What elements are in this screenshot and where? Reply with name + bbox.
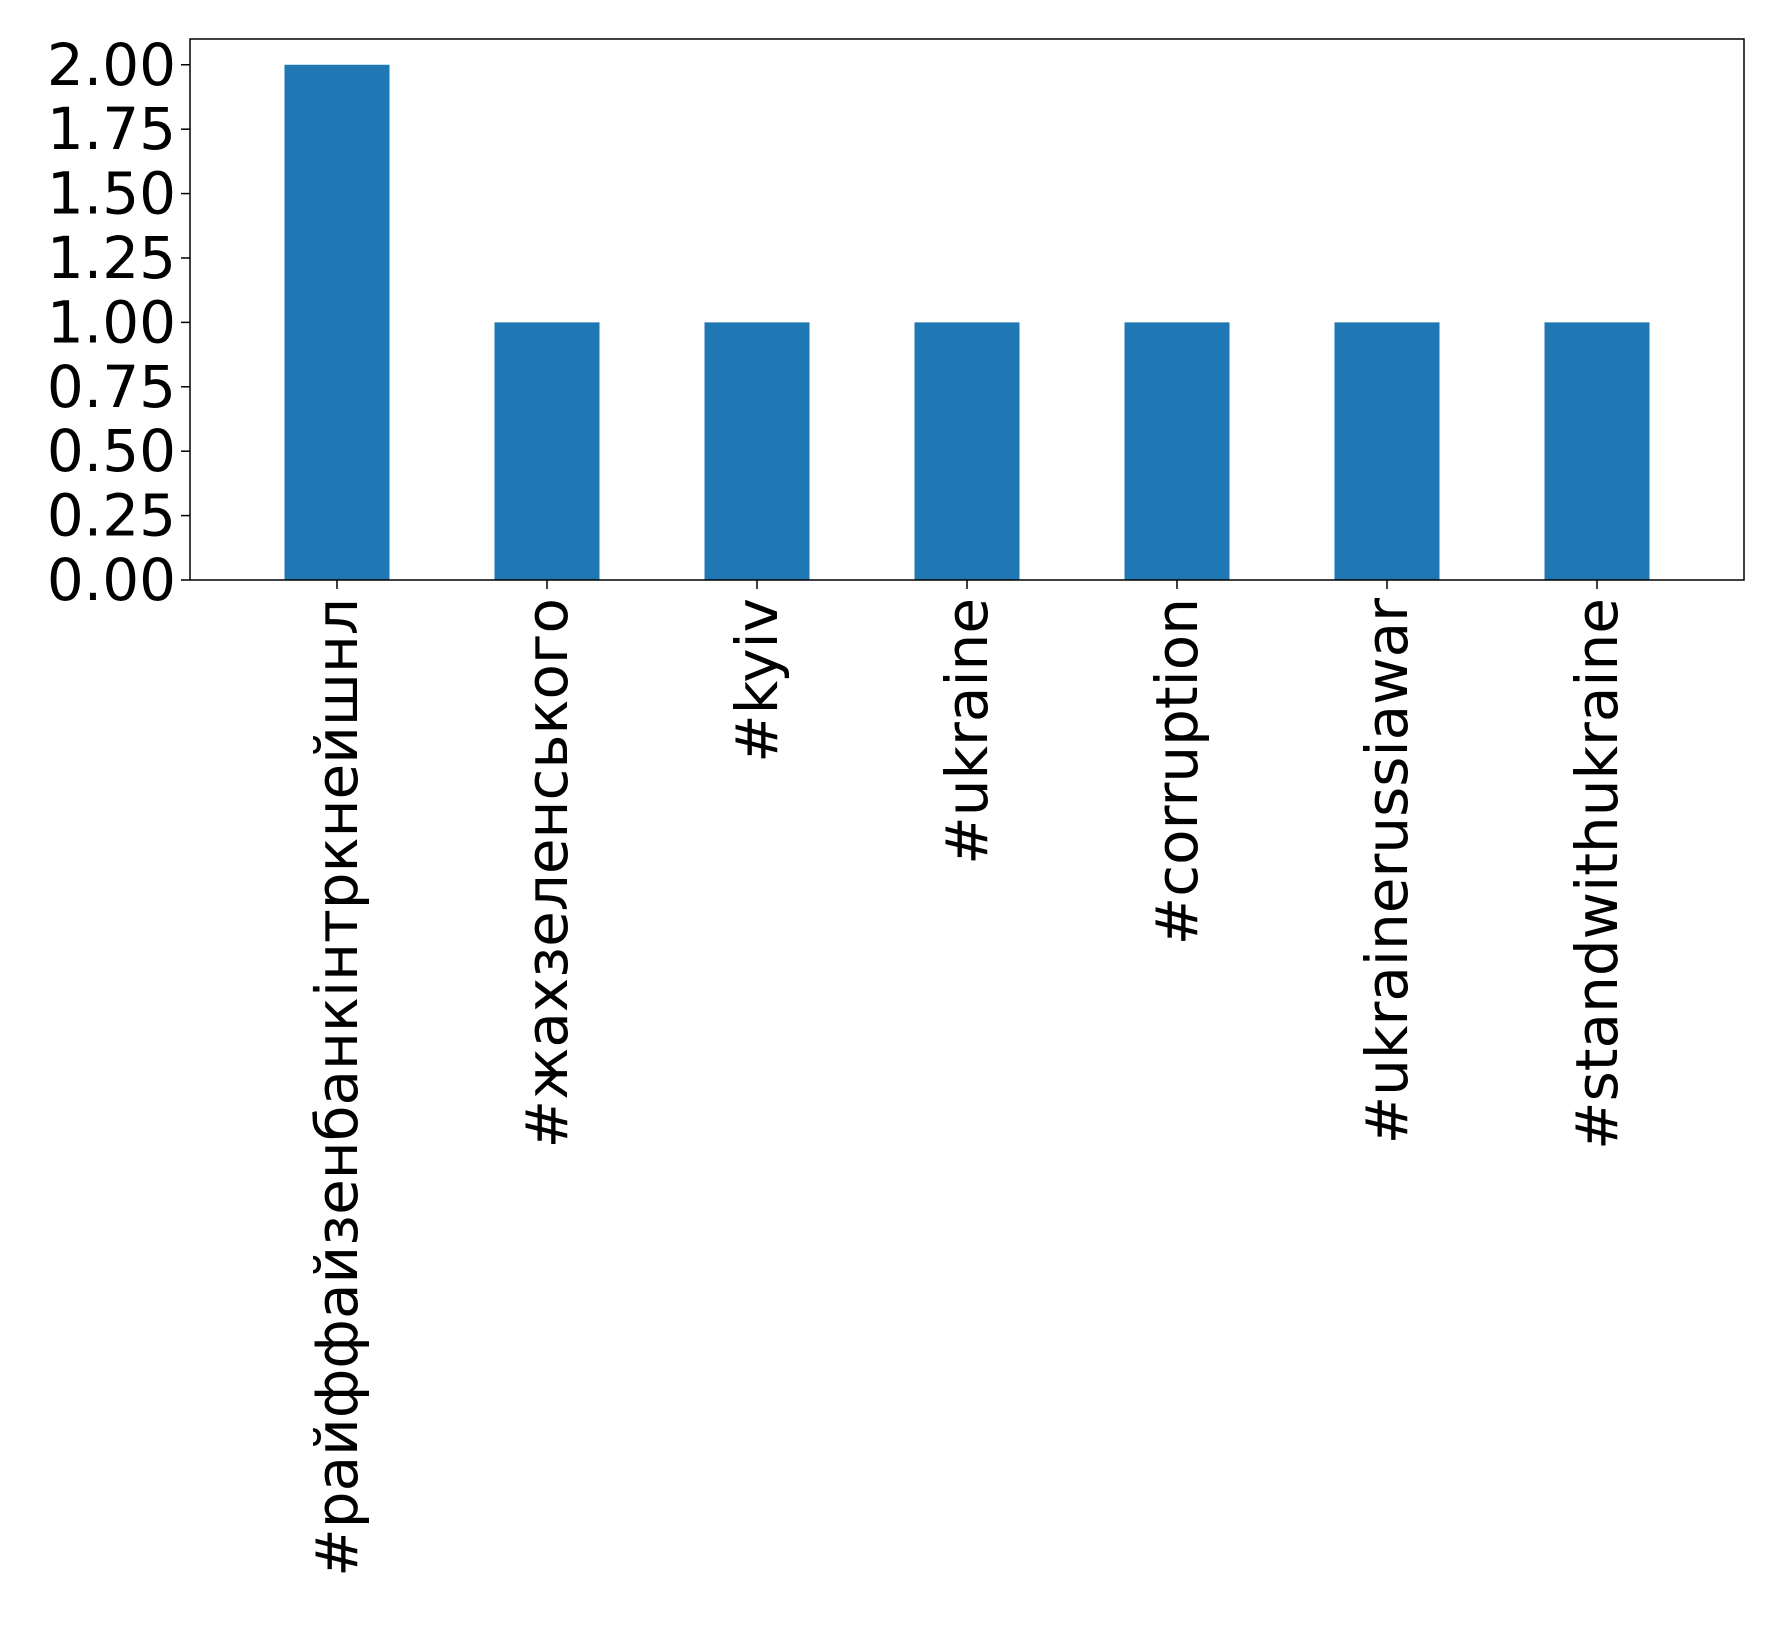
y-tick-label-2: 0.50 [47, 417, 176, 485]
bar-2 [704, 322, 810, 580]
x-tick-label-4: #corruption [1143, 598, 1211, 945]
bars-group [284, 64, 1650, 580]
x-axis: #райффайзенбанкінтркнейшнл #жахзеленськог… [303, 580, 1631, 1577]
bar-5 [1334, 322, 1440, 580]
x-tick-label-2: #kyiv [723, 598, 791, 763]
x-tick-label-5: #ukrainerussiawar [1353, 598, 1421, 1145]
y-tick-label-5: 1.25 [47, 224, 176, 292]
bar-4 [1124, 322, 1230, 580]
y-tick-label-1: 0.25 [47, 482, 176, 550]
y-tick-label-3: 0.75 [47, 353, 176, 421]
x-tick-label-3: #ukraine [933, 598, 1001, 865]
y-tick-label-7: 1.75 [47, 95, 176, 163]
y-tick-label-4: 1.00 [47, 288, 176, 356]
x-tick-label-6: #standwithukraine [1563, 598, 1631, 1150]
plot-frame [189, 38, 1745, 581]
y-tick-label-8: 2.00 [47, 31, 176, 99]
y-tick-label-6: 1.50 [47, 160, 176, 228]
bar-3 [914, 322, 1020, 580]
x-tick-label-0: #райффайзенбанкінтркнейшнл [303, 598, 371, 1577]
bar-0 [284, 64, 390, 580]
bar-6 [1544, 322, 1650, 580]
y-axis: 0.000.250.500.751.001.251.501.752.00 [47, 31, 190, 614]
bar-1 [494, 322, 600, 580]
x-tick-label-1: #жахзеленського [513, 598, 581, 1148]
y-tick-label-0: 0.00 [47, 546, 176, 614]
